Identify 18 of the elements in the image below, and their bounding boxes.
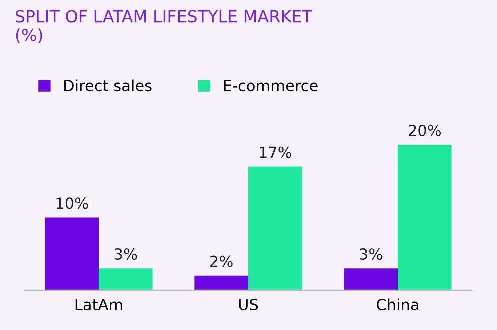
- bar: [99, 268, 153, 290]
- legend-label: Direct sales: [64, 80, 152, 92]
- data-label: 20%: [409, 124, 442, 136]
- legend-label: E-commerce: [224, 80, 318, 92]
- bar: [344, 268, 398, 290]
- bar: [194, 276, 248, 290]
- x-tick-label: LatAm: [76, 299, 122, 311]
- data-label: 3%: [360, 248, 382, 260]
- x-tick-label: China: [377, 298, 418, 311]
- bar: [398, 144, 452, 290]
- data-label: 17%: [260, 146, 292, 158]
- bar: [45, 218, 99, 290]
- bar: [248, 166, 302, 290]
- data-label: 10%: [56, 198, 88, 210]
- chart-title: SPLIT OF LATAM LIFESTYLE MARKET (%): [16, 10, 312, 44]
- data-label: 3%: [114, 248, 138, 260]
- data-label: 2%: [210, 256, 233, 268]
- x-tick-label: US: [239, 299, 258, 311]
